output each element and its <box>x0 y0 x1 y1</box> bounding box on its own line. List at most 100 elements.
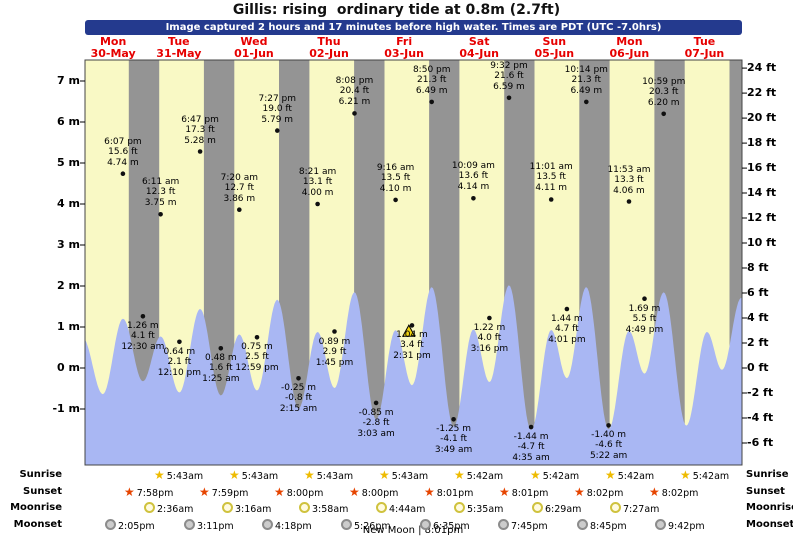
low-tide-dot <box>332 329 337 334</box>
high-tide-dot <box>197 149 203 154</box>
chart-title: Gillis: rising ordinary tide at 0.8m (2.… <box>232 2 561 18</box>
moonrise-row-label-right: Moonrise <box>746 502 793 513</box>
moonrise-time: 6:29am <box>545 504 582 515</box>
moonset-row-label-right: Moonset <box>746 518 793 530</box>
high-tide-dot <box>158 212 163 217</box>
moonrise-icon <box>454 502 465 513</box>
low-tide-dot <box>642 296 647 302</box>
right-axis-label: 12 ft <box>747 211 777 225</box>
day-header: Mon 30-May <box>90 35 136 60</box>
moonrise-entry: 3:58am <box>299 502 348 516</box>
current-time-marker <box>401 324 416 337</box>
moon-phase-note: New Moon | 8:01pm <box>362 525 464 536</box>
sunset-entry: ★ 7:58pm <box>124 486 173 500</box>
high-tide-dot <box>275 128 280 133</box>
low-tide-dot <box>451 417 456 422</box>
moonset-icon <box>420 518 431 530</box>
sunrise-entry: ★ 5:43am <box>379 469 428 483</box>
right-axis-label: 16 ft <box>747 161 777 175</box>
sunset-time: 7:59pm <box>211 487 249 499</box>
moonset-entry: 5:26pm <box>341 518 391 533</box>
sunrise-time: 5:43am <box>241 471 279 482</box>
sunset-icon: ★ <box>349 484 360 499</box>
moonset-entry: 9:42pm <box>655 518 705 533</box>
sunrise-time: 5:42am <box>617 471 655 482</box>
sunset-time: 8:00pm <box>286 487 324 499</box>
high-tide-dot <box>352 111 357 116</box>
moonrise-icon <box>299 502 310 513</box>
high-tide-label: 9:16 am 13.5 ft 4.10 m <box>376 163 415 194</box>
sunrise-icon: ★ <box>379 468 390 482</box>
sunrise-icon: ★ <box>454 468 465 482</box>
moonrise-entry: 5:35am <box>454 502 503 516</box>
sunset-time: 8:00pm <box>361 487 399 499</box>
sunrise-entry: ★ 5:42am <box>454 469 503 483</box>
low-tide-dot <box>487 315 492 321</box>
sunset-entry: ★ 8:00pm <box>274 486 323 500</box>
right-axis-label: 10 ft <box>747 236 777 250</box>
day-header: Wed 01-Jun <box>234 35 274 60</box>
left-axis-label: 1 m <box>57 320 80 333</box>
moonrise-entry: 4:44am <box>376 502 425 516</box>
low-tide-dot <box>296 376 301 381</box>
low-tide-dot <box>373 400 379 406</box>
low-tide-label: 1.26 m 4.1 ft 12:30 am <box>121 321 165 352</box>
sunset-entry: ★ 7:59pm <box>199 486 248 500</box>
low-tide-label: 1.04 m 3.4 ft 2:31 pm <box>393 330 431 361</box>
high-tide-label: 6:11 am 12.3 ft 3.75 m <box>141 177 180 208</box>
right-axis-label: 20 ft <box>747 111 777 125</box>
sunrise-icon: ★ <box>680 468 691 482</box>
moonset-time: 7:45pm <box>511 520 548 532</box>
moonset-time: 4:18pm <box>275 520 312 532</box>
left-axis-label: 4 m <box>57 197 80 210</box>
moonset-time: 3:11pm <box>197 520 234 532</box>
left-axis-label: -1 m <box>52 402 80 415</box>
low-tide-label: 1.22 m 4.0 ft 3:16 pm <box>470 323 509 354</box>
right-axis-label: 8 ft <box>747 261 769 275</box>
right-axis-label: 0 ft <box>747 361 769 374</box>
low-tide-dot <box>528 424 534 430</box>
day-header: Mon 06-Jun <box>609 35 650 60</box>
high-tide-dot <box>548 197 554 202</box>
day-header: Tue 07-Jun <box>684 35 725 60</box>
moonset-entry: 2:05pm <box>105 518 155 533</box>
sunset-icon: ★ <box>574 484 585 499</box>
sunset-icon: ★ <box>424 484 435 499</box>
sunset-icon: ★ <box>649 484 660 499</box>
low-tide-label: 0.48 m 1.6 ft 1:25 am <box>202 353 240 384</box>
low-tide-label: 1.69 m 5.5 ft 4:49 pm <box>625 304 664 335</box>
high-tide-dot <box>584 99 589 105</box>
moonset-entry: 7:45pm <box>498 518 548 533</box>
tide-curve <box>85 285 742 465</box>
sunrise-icon: ★ <box>154 468 165 482</box>
right-axis-label: 24 ft <box>747 61 777 75</box>
sunset-time: 8:01pm <box>436 487 474 499</box>
low-tide-label: -0.25 m -0.8 ft 2:15 am <box>279 383 318 414</box>
sunrise-icon: ★ <box>530 468 541 482</box>
sunrise-entry: ★ 5:42am <box>530 469 579 483</box>
left-axis-label: 6 m <box>57 115 80 128</box>
moonrise-icon <box>144 502 155 513</box>
right-axis-label: 22 ft <box>747 86 777 100</box>
moonrise-entry: 7:27am <box>610 502 659 516</box>
moonset-entry: 6:35pm <box>420 518 470 533</box>
sunrise-time: 5:43am <box>391 471 429 482</box>
moonset-entry: 8:45pm <box>577 518 627 533</box>
high-tide-label: 8:50 pm 21.3 ft 6.49 m <box>412 65 451 96</box>
low-tide-dot <box>564 306 570 312</box>
low-tide-dot <box>177 339 182 345</box>
high-tide-label: 6:07 pm 15.6 ft 4.74 m <box>104 137 142 168</box>
sunrise-icon: ★ <box>229 468 240 482</box>
sunset-icon: ★ <box>199 484 210 499</box>
sunrise-entry: ★ 5:43am <box>304 469 353 483</box>
low-tide-label: 0.89 m 2.9 ft 1:45 pm <box>315 337 354 368</box>
sunrise-time: 5:42am <box>542 471 580 482</box>
moonset-icon <box>498 518 509 530</box>
high-tide-label: 6:47 pm 17.3 ft 5.28 m <box>181 115 219 146</box>
low-tide-label: -1.40 m -4.6 ft 5:22 am <box>589 430 628 461</box>
low-tide-label: 0.64 m 2.1 ft 12:10 pm <box>157 347 202 378</box>
left-axis-label: 2 m <box>57 279 80 292</box>
